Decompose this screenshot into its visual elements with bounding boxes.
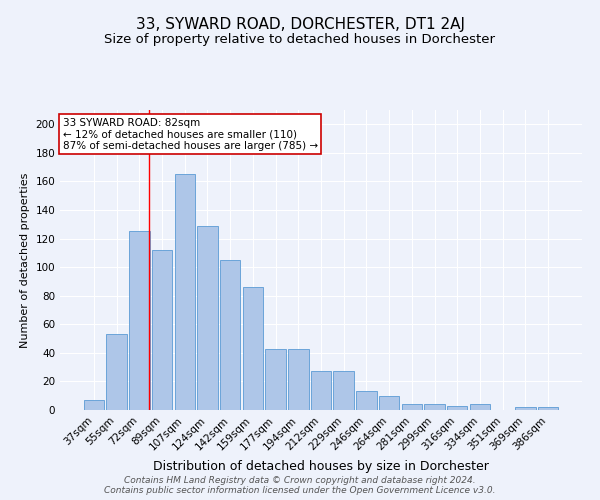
Bar <box>265 348 286 410</box>
Bar <box>538 407 558 410</box>
Bar <box>220 260 241 410</box>
Y-axis label: Number of detached properties: Number of detached properties <box>20 172 30 348</box>
Bar <box>470 404 490 410</box>
Bar <box>311 372 331 410</box>
Bar <box>379 396 400 410</box>
X-axis label: Distribution of detached houses by size in Dorchester: Distribution of detached houses by size … <box>153 460 489 473</box>
Text: 33, SYWARD ROAD, DORCHESTER, DT1 2AJ: 33, SYWARD ROAD, DORCHESTER, DT1 2AJ <box>136 18 464 32</box>
Bar <box>175 174 195 410</box>
Bar <box>288 348 308 410</box>
Bar <box>334 372 354 410</box>
Bar <box>515 407 536 410</box>
Bar <box>401 404 422 410</box>
Bar <box>197 226 218 410</box>
Bar <box>424 404 445 410</box>
Bar <box>242 287 263 410</box>
Text: 33 SYWARD ROAD: 82sqm
← 12% of detached houses are smaller (110)
87% of semi-det: 33 SYWARD ROAD: 82sqm ← 12% of detached … <box>62 118 318 150</box>
Bar <box>356 392 377 410</box>
Bar <box>84 400 104 410</box>
Bar <box>106 334 127 410</box>
Bar <box>129 232 149 410</box>
Text: Contains HM Land Registry data © Crown copyright and database right 2024.
Contai: Contains HM Land Registry data © Crown c… <box>104 476 496 495</box>
Text: Size of property relative to detached houses in Dorchester: Size of property relative to detached ho… <box>104 32 496 46</box>
Bar <box>152 250 172 410</box>
Bar <box>447 406 467 410</box>
